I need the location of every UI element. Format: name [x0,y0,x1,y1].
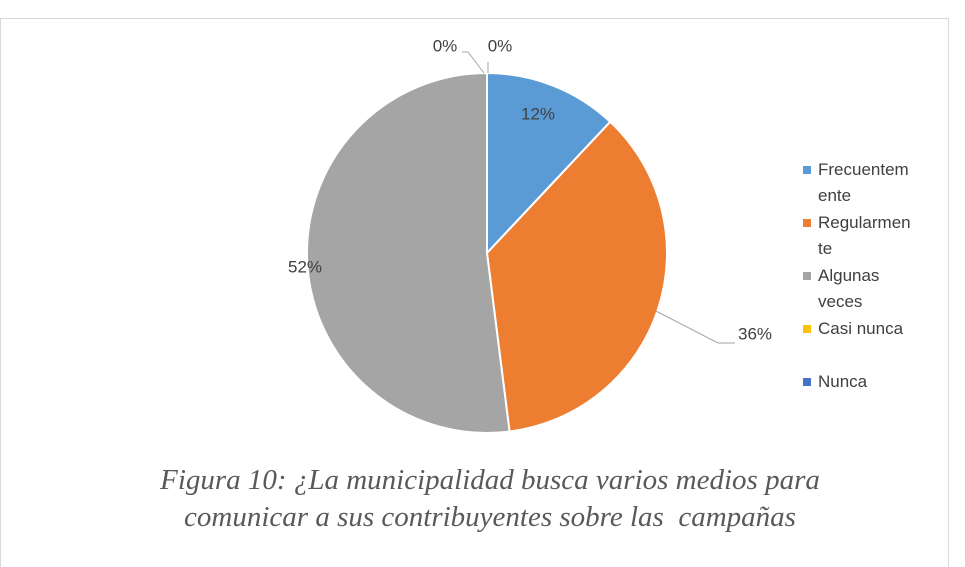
leader-line [655,310,735,344]
data-label: 36% [738,324,772,343]
legend: Frecuentemente Regularmente Algunas veces C… [803,157,913,422]
legend-swatch [803,272,811,280]
legend-item: Algunas veces [803,263,913,316]
leader-line [462,51,485,74]
data-label: 0% [488,36,513,55]
data-label: 0% [433,36,458,55]
data-label: 52% [288,257,322,276]
data-label: 12% [521,104,555,123]
legend-swatch [803,166,811,174]
legend-label: Regularmente [818,213,911,258]
legend-item: Nunca [803,369,913,422]
legend-swatch [803,219,811,227]
legend-label: Frecuentemente [818,160,909,205]
legend-label: Nunca [818,372,868,391]
legend-label: Algunas veces [818,266,880,311]
chart-frame [0,18,949,567]
pie-slice [486,71,612,256]
legend-swatch [803,325,811,333]
pie-slice [485,120,668,433]
legend-item: Regularmente [803,210,913,263]
legend-item: Frecuentemente [803,157,913,210]
legend-swatch [803,378,811,386]
legend-item: Casi nunca [803,316,913,369]
legend-label: Casi nunca [818,319,904,338]
pie-slice [306,71,511,434]
caption: Figura 10: ¿La municipalidad busca vario… [160,464,828,533]
